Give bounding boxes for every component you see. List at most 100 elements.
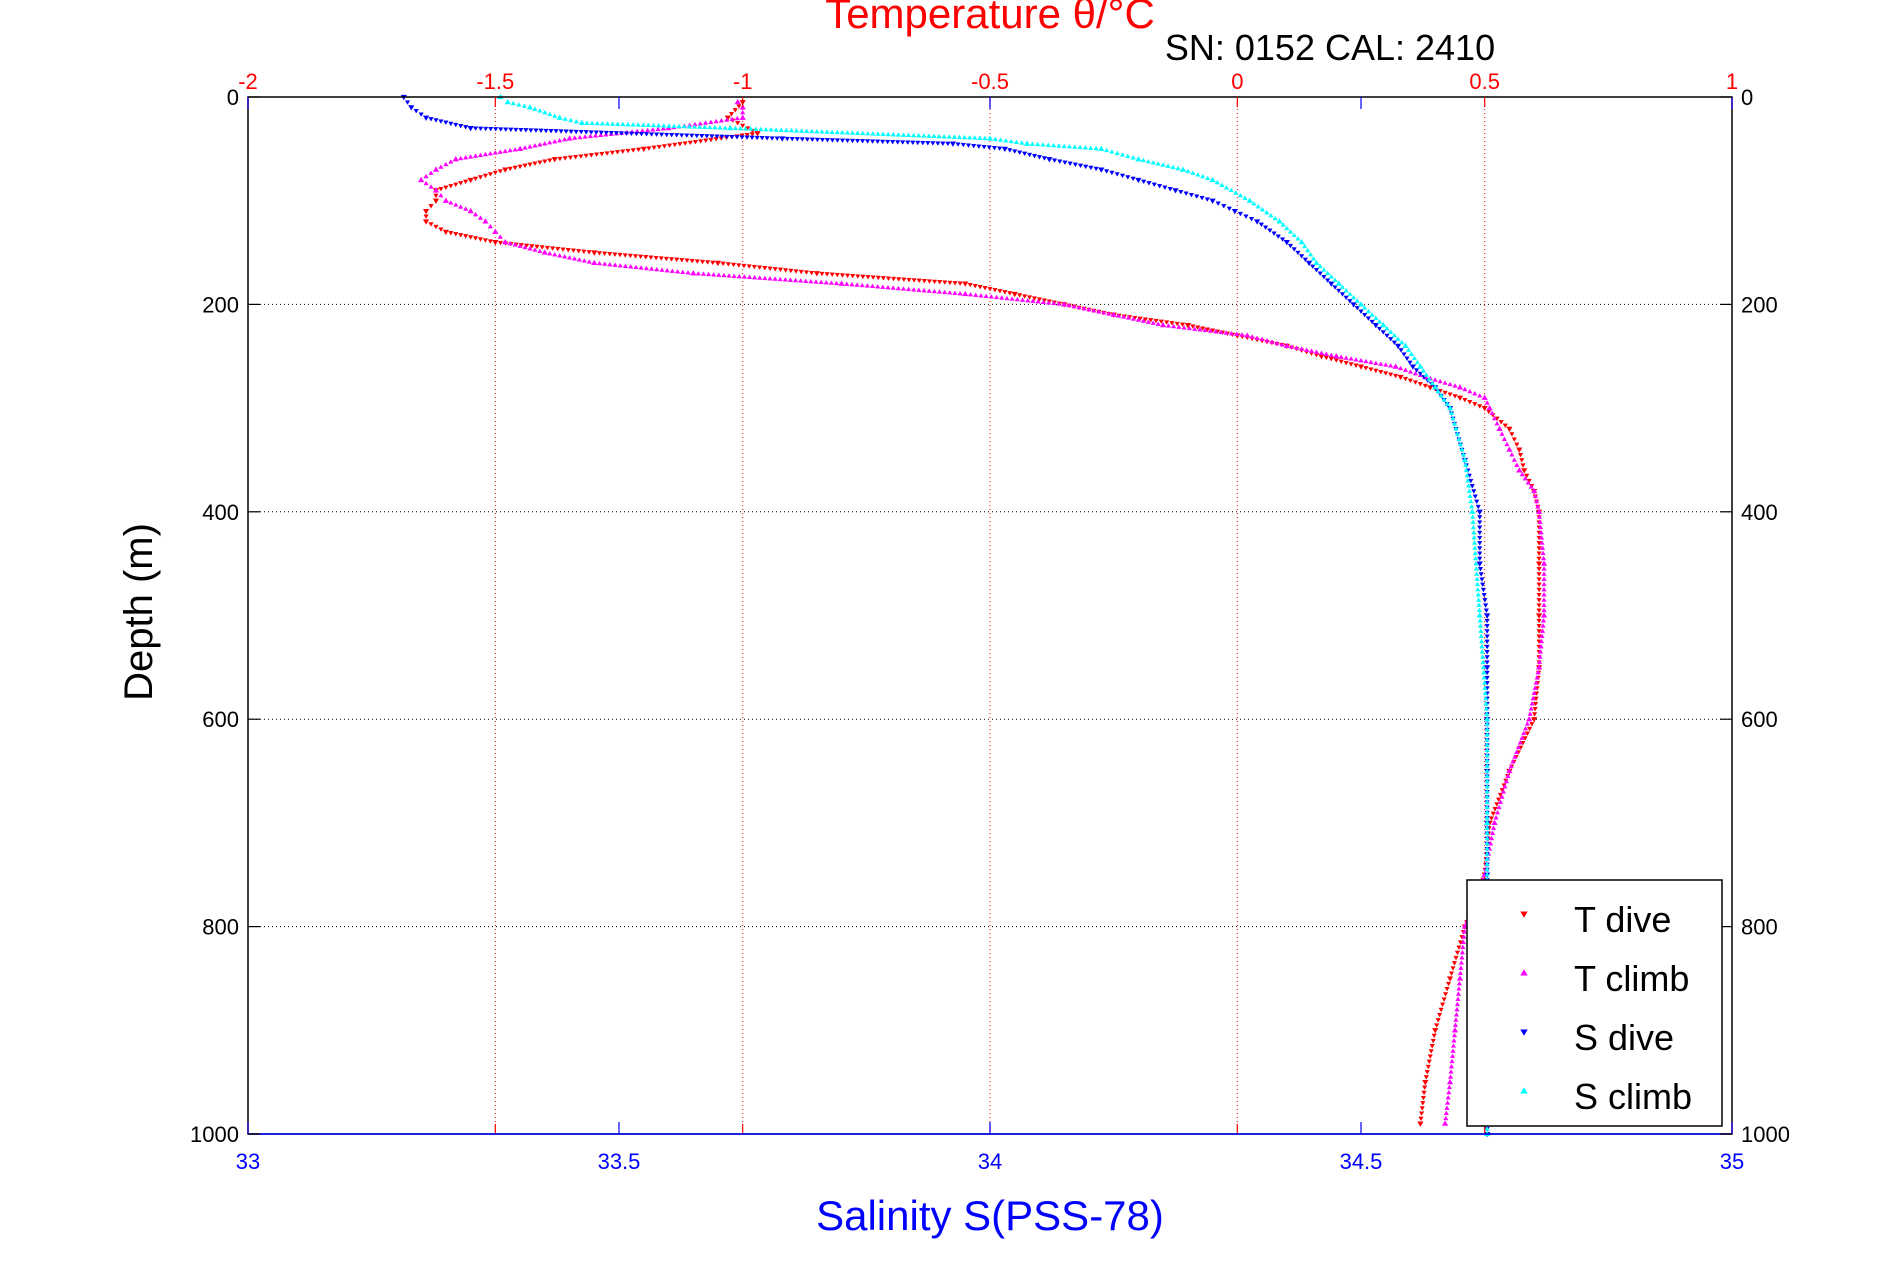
data-point: [650, 127, 656, 132]
data-point: [582, 134, 588, 139]
data-point: [880, 284, 886, 289]
data-point: [1541, 571, 1547, 576]
data-point: [1313, 259, 1320, 266]
data-point: [855, 274, 861, 279]
data-point: [947, 280, 953, 286]
data-point: [1328, 274, 1334, 279]
data-point: [905, 140, 911, 145]
data-point: [1146, 181, 1152, 186]
data-point: [1536, 608, 1542, 614]
data-point: [1487, 840, 1494, 846]
data-point: [734, 115, 741, 121]
data-point: [1536, 567, 1542, 572]
data-point: [1031, 296, 1038, 301]
data-point: [1490, 811, 1496, 817]
data-point: [561, 254, 568, 259]
data-point: [1067, 161, 1073, 167]
data-point: [1511, 457, 1517, 462]
data-point: [604, 121, 611, 126]
data-point: [741, 274, 748, 279]
data-point: [767, 275, 773, 281]
data-point: [1336, 288, 1342, 294]
data-point: [1452, 1022, 1459, 1027]
data-point: [1313, 349, 1320, 354]
data-point: [818, 279, 824, 285]
data-point: [1444, 401, 1450, 406]
data-point: [635, 122, 641, 127]
data-point: [1484, 757, 1490, 763]
data-point: [1484, 721, 1490, 727]
data-point: [997, 137, 1004, 142]
data-point: [1318, 354, 1325, 360]
data-point: [1445, 981, 1452, 987]
data-point: [976, 144, 982, 149]
data-point: [1470, 514, 1476, 519]
data-point: [704, 260, 711, 265]
data-point: [1506, 426, 1513, 433]
data-point: [594, 120, 600, 126]
data-point: [1460, 452, 1467, 457]
data-point: [1432, 384, 1439, 390]
data-point: [1541, 602, 1547, 607]
data-point: [630, 148, 636, 153]
data-point: [949, 141, 957, 147]
data-point: [1343, 287, 1349, 293]
data-point: [1478, 638, 1485, 644]
data-point: [1453, 1017, 1459, 1022]
data-point: [1538, 638, 1545, 644]
data-point: [1204, 197, 1210, 202]
data-point: [1473, 560, 1479, 566]
data-point: [813, 271, 820, 277]
temperature-axis-title: Temperature θ/°C: [825, 0, 1155, 37]
data-point: [1516, 447, 1523, 453]
data-point: [1233, 190, 1239, 195]
data-point: [549, 246, 556, 251]
data-point: [1388, 337, 1394, 342]
data-point: [1307, 251, 1314, 257]
data-point: [1481, 405, 1488, 412]
data-point: [1004, 295, 1010, 301]
data-point: [547, 139, 553, 145]
data-point: [404, 100, 411, 105]
data-point: [1402, 376, 1409, 382]
data-point: [608, 131, 614, 136]
data-point: [1427, 1054, 1433, 1059]
data-point: [1481, 675, 1487, 680]
data-point: [1183, 191, 1189, 196]
data-point: [829, 129, 835, 134]
data-point: [526, 104, 534, 110]
axes: -2 -1.5 -1 -0.5 0 0.5 1 33 33.5 34 34.5 35 0 0 200 200 4…: [190, 69, 1790, 1174]
data-point: [1477, 623, 1484, 628]
data-point: [646, 146, 652, 151]
data-point: [764, 136, 770, 141]
data-point: [578, 119, 586, 126]
data-point: [854, 138, 861, 144]
data-point: [1532, 701, 1539, 707]
data-point: [1471, 529, 1477, 535]
data-point: [1353, 363, 1359, 369]
data-point: [1456, 384, 1464, 390]
data-point: [1103, 147, 1110, 153]
data-point: [1460, 939, 1467, 944]
depth-tick-label: 0: [227, 85, 239, 110]
data-point: [1461, 456, 1469, 463]
data-point: [1484, 809, 1490, 815]
data-point: [448, 231, 454, 236]
data-point: [1539, 545, 1546, 550]
data-point: [1540, 560, 1548, 566]
data-point: [408, 105, 415, 111]
data-point: [1502, 783, 1508, 789]
data-point: [762, 266, 768, 271]
data-point: [1234, 331, 1240, 337]
data-point: [573, 118, 579, 124]
data-point: [1475, 597, 1482, 602]
legend-marker: [1520, 1087, 1528, 1094]
data-point: [788, 268, 794, 274]
data-point: [1088, 145, 1094, 150]
data-point: [1197, 326, 1203, 332]
data-point: [1172, 188, 1179, 194]
data-point: [728, 112, 735, 117]
data-point: [1119, 152, 1126, 157]
data-point: [1458, 960, 1465, 965]
data-point: [1214, 179, 1220, 185]
